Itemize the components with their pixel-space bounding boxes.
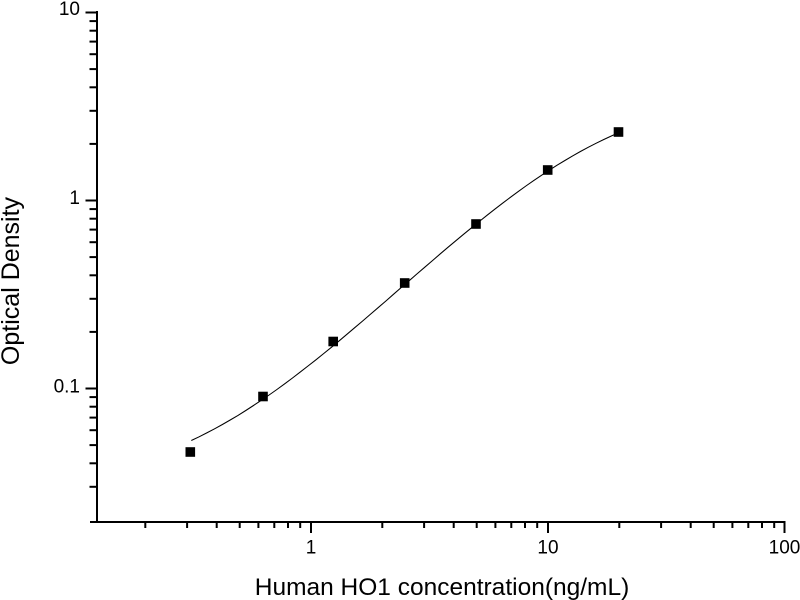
- svg-text:1: 1: [69, 188, 80, 209]
- svg-text:10: 10: [59, 0, 80, 20]
- svg-text:1: 1: [306, 538, 317, 559]
- svg-text:10: 10: [537, 538, 558, 559]
- svg-text:100: 100: [769, 538, 800, 559]
- svg-text:0.1: 0.1: [54, 377, 80, 398]
- svg-text:Optical Density: Optical Density: [0, 196, 25, 365]
- svg-text:Human HO1 concentration(ng/mL): Human HO1 concentration(ng/mL): [255, 574, 629, 600]
